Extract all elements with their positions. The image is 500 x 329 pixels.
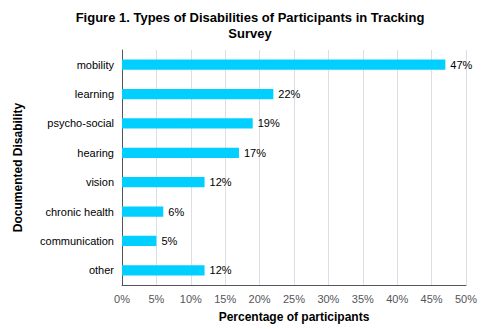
svg-text:hearing: hearing	[77, 147, 114, 159]
svg-text:15%: 15%	[214, 293, 236, 305]
svg-text:12%: 12%	[210, 176, 232, 188]
svg-text:communication: communication	[40, 235, 114, 247]
svg-text:6%: 6%	[168, 206, 184, 218]
svg-text:Percentage of participants: Percentage of participants	[219, 310, 370, 324]
svg-text:vision: vision	[86, 176, 114, 188]
svg-text:10%: 10%	[180, 293, 202, 305]
svg-text:12%: 12%	[210, 264, 232, 276]
svg-text:mobility: mobility	[77, 59, 115, 71]
svg-text:20%: 20%	[249, 293, 271, 305]
svg-text:17%: 17%	[244, 147, 266, 159]
svg-text:30%: 30%	[317, 293, 339, 305]
svg-text:45%: 45%	[421, 293, 443, 305]
svg-text:Documented Disability: Documented Disability	[11, 102, 25, 232]
svg-text:50%: 50%	[455, 293, 477, 305]
svg-text:19%: 19%	[258, 117, 280, 129]
svg-text:25%: 25%	[283, 293, 305, 305]
svg-text:35%: 35%	[352, 293, 374, 305]
svg-text:Survey: Survey	[228, 26, 272, 41]
svg-text:22%: 22%	[278, 88, 300, 100]
svg-text:5%: 5%	[161, 235, 177, 247]
svg-text:47%: 47%	[450, 59, 472, 71]
svg-text:other: other	[89, 264, 114, 276]
svg-text:5%: 5%	[148, 293, 164, 305]
svg-text:learning: learning	[75, 88, 114, 100]
svg-text:Figure 1. Types of Disabilitie: Figure 1. Types of Disabilities of Parti…	[76, 10, 425, 25]
svg-text:psycho-social: psycho-social	[47, 117, 114, 129]
svg-text:chronic health: chronic health	[46, 206, 115, 218]
svg-text:0%: 0%	[114, 293, 130, 305]
svg-text:40%: 40%	[386, 293, 408, 305]
